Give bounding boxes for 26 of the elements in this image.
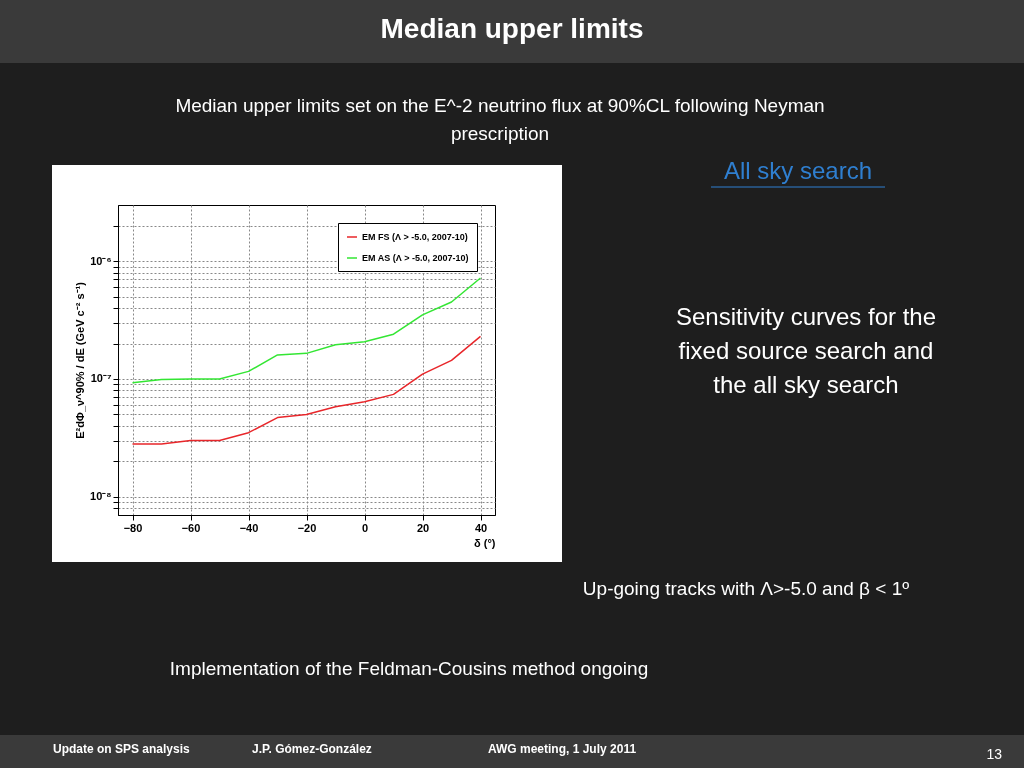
line-series [131,335,482,445]
legend-label: EM FS (Λ > -5.0, 2007-10) [362,232,468,242]
x-tick-label: −80 [123,521,143,534]
x-tick-label: 40 [474,521,488,534]
x-tick-label: 20 [416,521,430,534]
legend-label: EM AS (Λ > -5.0, 2007-10) [362,253,469,263]
x-tick-label: −40 [239,521,259,534]
y-tick-label: 10⁻⁸ [90,490,112,503]
text: All sky search [723,157,873,184]
text: J.P. Gómez-González [252,742,372,756]
chart-title: Median upper limits [380,13,644,44]
text: Implementation of the Feldman-Cousins method ongoing [169,658,649,679]
text: Update on SPS analysis [53,742,191,756]
text: Up-going tracks with Λ>-5.0 and β < 1º [582,578,910,599]
y-axis-title: E²dΦ_ν^90% / dE (GeV c⁻² s⁻¹) [74,281,87,439]
text: AWG meeting, 1 July 2011 [488,742,637,756]
x-tick-label: −20 [297,521,317,534]
y-tick-label: 10⁻⁷ [90,372,112,385]
x-tick-label: 0 [361,521,369,534]
line-series [131,277,482,384]
chart-subtitle: Median upper limits set on the E^-2 neutrino flux at 90%CL following Neyman prescription [175,95,825,144]
x-tick-label: −60 [181,521,201,534]
text: 13 [986,746,1003,762]
text: Sensitivity curves for the fixed source search and the all sky search [675,303,937,398]
y-tick-label: 10⁻⁶ [90,254,112,267]
x-axis-title: δ (°) [474,536,496,549]
